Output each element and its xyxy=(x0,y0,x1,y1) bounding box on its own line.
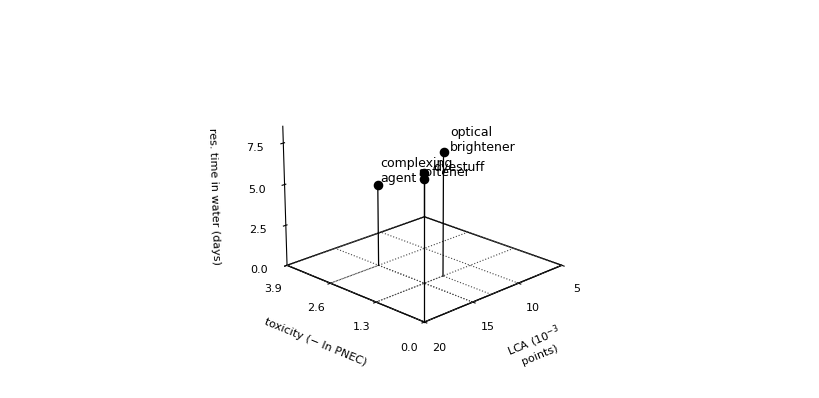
Y-axis label: toxicity (− ln PNEC): toxicity (− ln PNEC) xyxy=(263,317,368,368)
X-axis label: LCA (10$^{-3}$
points): LCA (10$^{-3}$ points) xyxy=(504,322,567,371)
